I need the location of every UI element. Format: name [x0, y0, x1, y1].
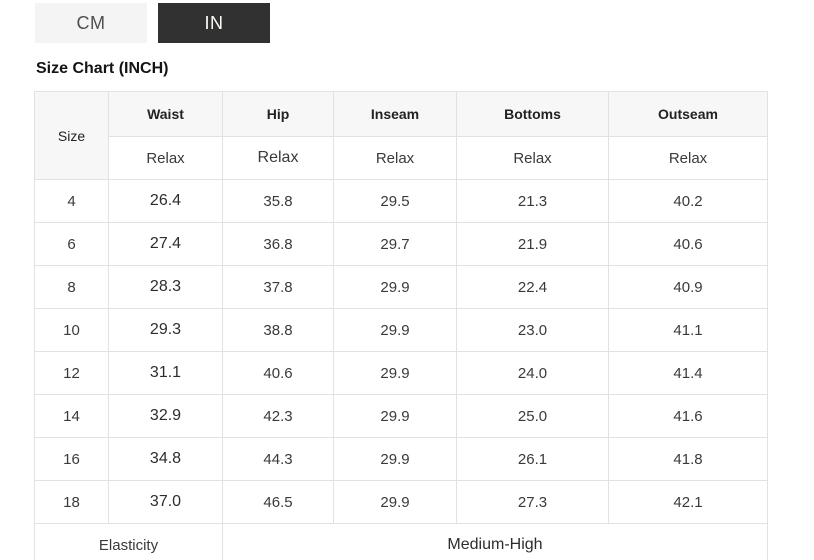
waist-cell: 37.0 — [108, 480, 223, 524]
waist-cell: 34.8 — [108, 437, 223, 481]
fit-label-inseam: Relax — [333, 136, 457, 180]
bottoms-cell: 24.0 — [456, 351, 609, 395]
column-header-outseam: Outseam — [608, 91, 768, 137]
table-row: 6 27.4 36.8 29.7 21.9 40.6 — [34, 222, 768, 266]
waist-cell: 32.9 — [108, 394, 223, 438]
bottoms-cell: 25.0 — [456, 394, 609, 438]
outseam-cell: 40.9 — [608, 265, 768, 309]
size-cell: 16 — [34, 437, 109, 481]
inseam-cell: 29.9 — [333, 480, 457, 524]
inseam-cell: 29.9 — [333, 351, 457, 395]
elasticity-label: Elasticity — [34, 523, 223, 560]
table-row: 16 34.8 44.3 29.9 26.1 41.8 — [34, 437, 768, 481]
table-row: 12 31.1 40.6 29.9 24.0 41.4 — [34, 351, 768, 395]
outseam-cell: 41.4 — [608, 351, 768, 395]
outseam-cell: 41.8 — [608, 437, 768, 481]
inseam-cell: 29.5 — [333, 179, 457, 223]
elasticity-row: Elasticity Medium-High — [34, 523, 768, 560]
unit-toggle: CM IN — [35, 3, 814, 43]
inseam-cell: 29.9 — [333, 308, 457, 352]
table-row: 10 29.3 38.8 29.9 23.0 41.1 — [34, 308, 768, 352]
hip-cell: 46.5 — [222, 480, 334, 524]
hip-cell: 42.3 — [222, 394, 334, 438]
size-chart-table: Size Waist Hip Inseam Bottoms Outseam Re… — [34, 91, 768, 560]
outseam-cell: 42.1 — [608, 480, 768, 524]
inseam-cell: 29.7 — [333, 222, 457, 266]
table-row: 4 26.4 35.8 29.5 21.3 40.2 — [34, 179, 768, 223]
waist-cell: 28.3 — [108, 265, 223, 309]
inseam-cell: 29.9 — [333, 394, 457, 438]
size-cell: 8 — [34, 265, 109, 309]
size-cell: 14 — [34, 394, 109, 438]
size-chart-title: Size Chart (INCH) — [36, 60, 169, 77]
fit-label-outseam: Relax — [608, 136, 768, 180]
table-row: 18 37.0 46.5 29.9 27.3 42.1 — [34, 480, 768, 524]
waist-cell: 29.3 — [108, 308, 223, 352]
hip-cell: 36.8 — [222, 222, 334, 266]
size-cell: 4 — [34, 179, 109, 223]
fit-label-waist: Relax — [108, 136, 223, 180]
bottoms-cell: 27.3 — [456, 480, 609, 524]
hip-cell: 38.8 — [222, 308, 334, 352]
fit-label-bottoms: Relax — [456, 136, 609, 180]
inseam-cell: 29.9 — [333, 437, 457, 481]
inseam-cell: 29.9 — [333, 265, 457, 309]
in-toggle-button[interactable]: IN — [158, 3, 270, 43]
outseam-cell: 40.6 — [608, 222, 768, 266]
outseam-cell: 41.6 — [608, 394, 768, 438]
bottoms-cell: 22.4 — [456, 265, 609, 309]
hip-cell: 37.8 — [222, 265, 334, 309]
size-column-header: Size — [34, 91, 109, 180]
size-cell: 10 — [34, 308, 109, 352]
fit-type-row: Relax Relax Relax Relax Relax — [35, 136, 768, 180]
size-cell: 12 — [34, 351, 109, 395]
column-header-waist: Waist — [108, 91, 223, 137]
column-header-inseam: Inseam — [333, 91, 457, 137]
column-header-hip: Hip — [222, 91, 334, 137]
table-row: 14 32.9 42.3 29.9 25.0 41.6 — [34, 394, 768, 438]
cm-toggle-button[interactable]: CM — [35, 3, 147, 43]
bottoms-cell: 26.1 — [456, 437, 609, 481]
bottoms-cell: 23.0 — [456, 308, 609, 352]
table-row: 8 28.3 37.8 29.9 22.4 40.9 — [34, 265, 768, 309]
fit-label-hip: Relax — [222, 136, 334, 180]
hip-cell: 35.8 — [222, 179, 334, 223]
size-cell: 6 — [34, 222, 109, 266]
hip-cell: 44.3 — [222, 437, 334, 481]
elasticity-value: Medium-High — [222, 523, 768, 560]
bottoms-cell: 21.9 — [456, 222, 609, 266]
waist-cell: 27.4 — [108, 222, 223, 266]
column-header-bottoms: Bottoms — [456, 91, 609, 137]
outseam-cell: 41.1 — [608, 308, 768, 352]
hip-cell: 40.6 — [222, 351, 334, 395]
size-cell: 18 — [34, 480, 109, 524]
outseam-cell: 40.2 — [608, 179, 768, 223]
waist-cell: 26.4 — [108, 179, 223, 223]
bottoms-cell: 21.3 — [456, 179, 609, 223]
waist-cell: 31.1 — [108, 351, 223, 395]
